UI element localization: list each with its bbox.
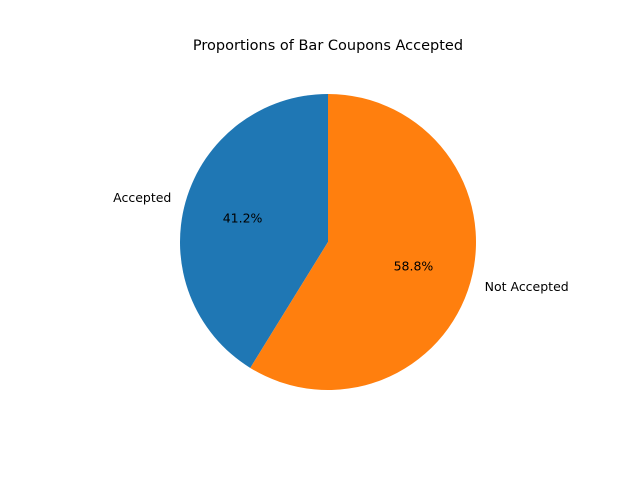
slice-label-accepted: Accepted [113, 190, 171, 205]
pie-slice-accepted [180, 94, 328, 368]
slice-percent-accepted: 41.2% [223, 210, 263, 225]
chart-title: Proportions of Bar Coupons Accepted [193, 38, 463, 54]
slice-label-not-accepted: Not Accepted [485, 279, 569, 294]
pie-slice-labels: Accepted 41.2% Not Accepted 58.8% [113, 190, 569, 294]
pie-slice-not-accepted [250, 94, 477, 390]
slice-percent-not-accepted: 58.8% [394, 259, 434, 274]
pie-slices [180, 94, 477, 390]
